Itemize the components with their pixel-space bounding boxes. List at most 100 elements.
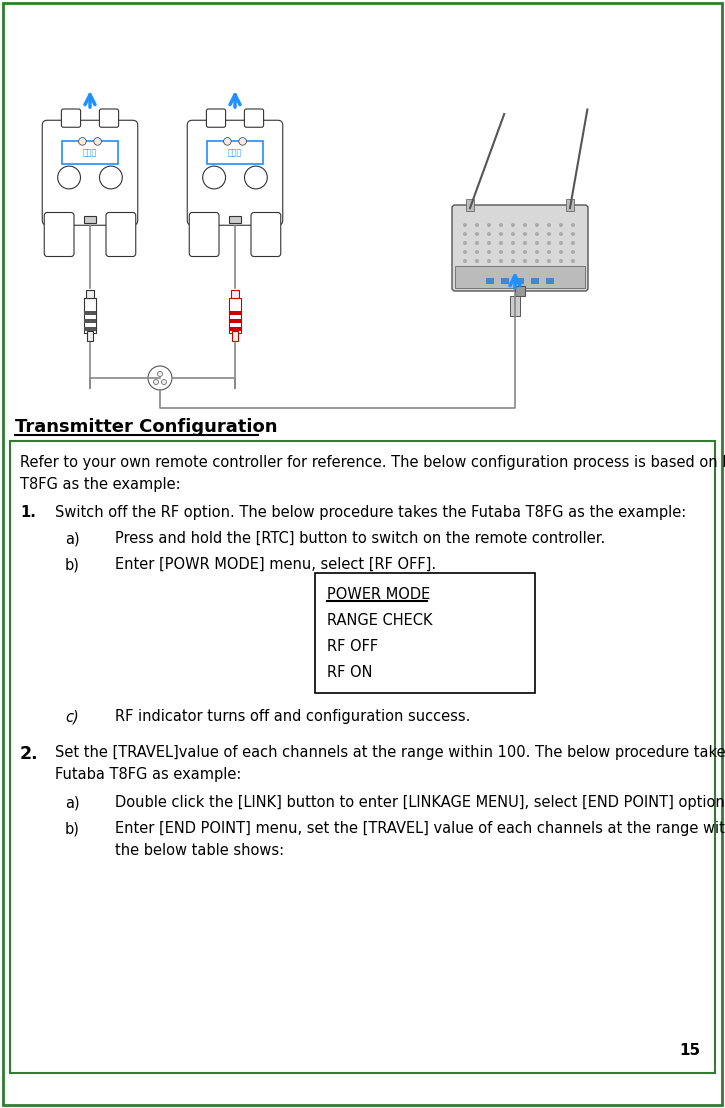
Text: T8FG as the example:: T8FG as the example: bbox=[20, 478, 181, 492]
Text: 数练口: 数练口 bbox=[228, 148, 242, 157]
Text: Press and hold the [RTC] button to switch on the remote controller.: Press and hold the [RTC] button to switc… bbox=[115, 531, 605, 546]
Circle shape bbox=[239, 137, 246, 145]
Circle shape bbox=[475, 242, 479, 245]
Circle shape bbox=[463, 268, 467, 271]
FancyBboxPatch shape bbox=[189, 213, 219, 256]
FancyBboxPatch shape bbox=[244, 109, 264, 127]
Bar bbox=[566, 199, 574, 211]
Circle shape bbox=[58, 166, 80, 188]
Circle shape bbox=[94, 137, 102, 145]
FancyBboxPatch shape bbox=[251, 213, 281, 256]
Bar bbox=[84, 298, 96, 334]
Circle shape bbox=[571, 259, 575, 263]
Circle shape bbox=[523, 268, 527, 271]
Circle shape bbox=[535, 223, 539, 227]
FancyBboxPatch shape bbox=[452, 205, 588, 291]
Circle shape bbox=[475, 268, 479, 271]
FancyBboxPatch shape bbox=[42, 121, 138, 225]
FancyBboxPatch shape bbox=[187, 121, 283, 225]
Bar bbox=[10, 441, 715, 1073]
FancyBboxPatch shape bbox=[106, 213, 136, 256]
Circle shape bbox=[559, 232, 563, 236]
Bar bbox=[84, 311, 96, 315]
Circle shape bbox=[463, 250, 467, 254]
Text: a): a) bbox=[65, 531, 80, 546]
Bar bbox=[229, 215, 241, 223]
FancyBboxPatch shape bbox=[62, 142, 117, 164]
Bar bbox=[510, 296, 520, 316]
FancyBboxPatch shape bbox=[207, 142, 262, 164]
Circle shape bbox=[535, 250, 539, 254]
Bar bbox=[229, 327, 241, 331]
Circle shape bbox=[463, 232, 467, 236]
Circle shape bbox=[571, 268, 575, 271]
Circle shape bbox=[571, 223, 575, 227]
FancyBboxPatch shape bbox=[62, 109, 80, 127]
Circle shape bbox=[487, 232, 491, 236]
Bar bbox=[229, 319, 241, 324]
Text: Double click the [LINK] button to enter [LINKAGE MENU], select [END POINT] optio: Double click the [LINK] button to enter … bbox=[115, 796, 725, 810]
Text: 2.: 2. bbox=[20, 745, 38, 763]
Text: c): c) bbox=[65, 709, 79, 724]
Bar bbox=[531, 278, 539, 284]
Circle shape bbox=[487, 250, 491, 254]
Text: 数练口: 数练口 bbox=[83, 148, 97, 157]
Circle shape bbox=[547, 232, 551, 236]
Circle shape bbox=[463, 259, 467, 263]
Bar bbox=[229, 311, 241, 315]
Bar bbox=[229, 298, 241, 334]
Circle shape bbox=[571, 242, 575, 245]
Bar bbox=[466, 199, 474, 211]
FancyBboxPatch shape bbox=[207, 109, 225, 127]
Circle shape bbox=[499, 242, 503, 245]
Text: Set the [TRAVEL]value of each channels at the range within 100. The below proced: Set the [TRAVEL]value of each channels a… bbox=[55, 745, 725, 760]
Circle shape bbox=[535, 242, 539, 245]
Circle shape bbox=[559, 242, 563, 245]
Bar bbox=[86, 290, 94, 298]
Circle shape bbox=[203, 166, 225, 188]
Bar bbox=[546, 278, 554, 284]
Circle shape bbox=[499, 232, 503, 236]
Circle shape bbox=[499, 259, 503, 263]
Circle shape bbox=[475, 223, 479, 227]
Text: Futaba T8FG as example:: Futaba T8FG as example: bbox=[55, 767, 241, 782]
Bar bbox=[84, 215, 96, 223]
Text: RANGE CHECK: RANGE CHECK bbox=[327, 613, 433, 628]
Circle shape bbox=[475, 250, 479, 254]
Text: b): b) bbox=[65, 557, 80, 572]
Text: 1.: 1. bbox=[20, 505, 36, 520]
Bar bbox=[87, 331, 93, 341]
Circle shape bbox=[547, 268, 551, 271]
Circle shape bbox=[559, 268, 563, 271]
Circle shape bbox=[487, 268, 491, 271]
Circle shape bbox=[571, 232, 575, 236]
Circle shape bbox=[223, 137, 231, 145]
Circle shape bbox=[487, 223, 491, 227]
Circle shape bbox=[244, 166, 268, 188]
Circle shape bbox=[499, 250, 503, 254]
Circle shape bbox=[511, 268, 515, 271]
Bar bbox=[516, 278, 524, 284]
Text: Transmitter Configuration: Transmitter Configuration bbox=[15, 418, 278, 437]
Circle shape bbox=[571, 250, 575, 254]
Circle shape bbox=[523, 242, 527, 245]
Circle shape bbox=[475, 259, 479, 263]
Circle shape bbox=[547, 242, 551, 245]
Circle shape bbox=[511, 259, 515, 263]
Circle shape bbox=[523, 232, 527, 236]
Circle shape bbox=[559, 259, 563, 263]
Text: Switch off the RF option. The below procedure takes the Futaba T8FG as the examp: Switch off the RF option. The below proc… bbox=[55, 505, 687, 520]
Circle shape bbox=[157, 371, 162, 377]
Circle shape bbox=[78, 137, 86, 145]
Bar bbox=[501, 278, 509, 284]
Circle shape bbox=[535, 268, 539, 271]
Bar bbox=[232, 331, 238, 341]
Text: a): a) bbox=[65, 796, 80, 810]
Text: RF ON: RF ON bbox=[327, 665, 373, 680]
Circle shape bbox=[547, 250, 551, 254]
Bar bbox=[486, 278, 494, 284]
Circle shape bbox=[535, 259, 539, 263]
Bar bbox=[84, 319, 96, 324]
Text: b): b) bbox=[65, 821, 80, 837]
Circle shape bbox=[487, 259, 491, 263]
